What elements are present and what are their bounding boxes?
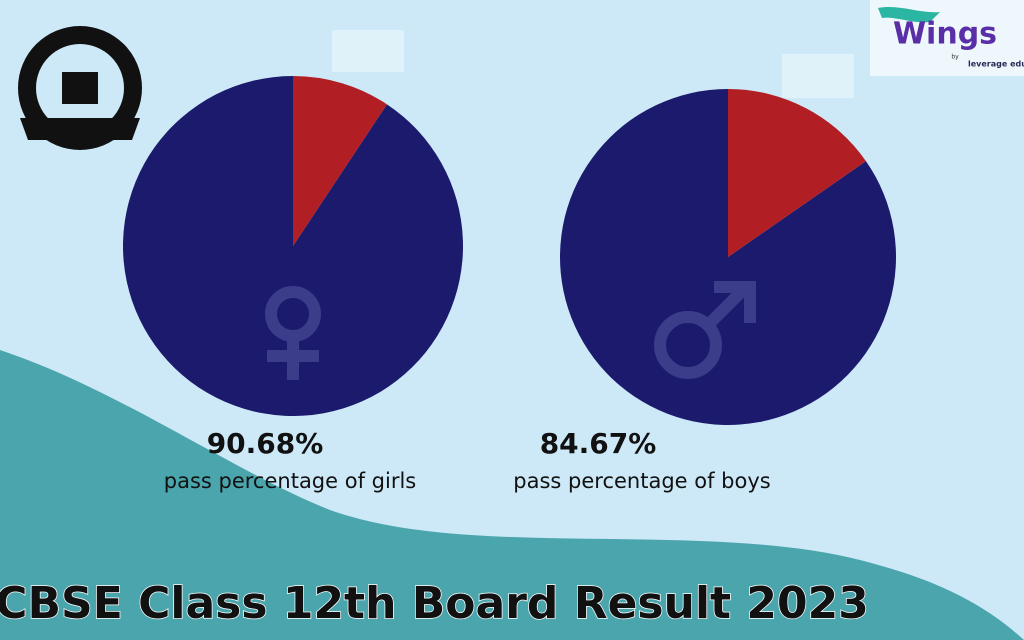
male-symbol [654, 311, 722, 379]
logo-book [62, 72, 98, 104]
wings-mark [878, 7, 940, 23]
value-label: 84.67% [540, 427, 657, 460]
patch [782, 54, 854, 98]
cbse-logo [18, 26, 142, 150]
male-symbol [703, 281, 756, 330]
pie-slice [123, 76, 464, 416]
pie-slice [293, 76, 387, 246]
patch [332, 30, 404, 72]
pie-slice [728, 89, 866, 257]
wings-by: by [951, 54, 959, 61]
wings-name: Wings [893, 17, 997, 52]
wings-brand: leverage edu [968, 60, 1024, 69]
logo-ribbon [20, 118, 140, 140]
wave [0, 350, 1024, 640]
caption: pass percentage of boys [513, 469, 770, 493]
charts: 90.68% pass percentage of girls 84.67% pass… [123, 76, 896, 493]
value-label: 90.68% [207, 427, 324, 460]
caption: pass percentage of girls [164, 469, 416, 493]
title: CBSE Class 12th Board Result 2023 [0, 578, 869, 629]
female-symbol [267, 336, 319, 380]
